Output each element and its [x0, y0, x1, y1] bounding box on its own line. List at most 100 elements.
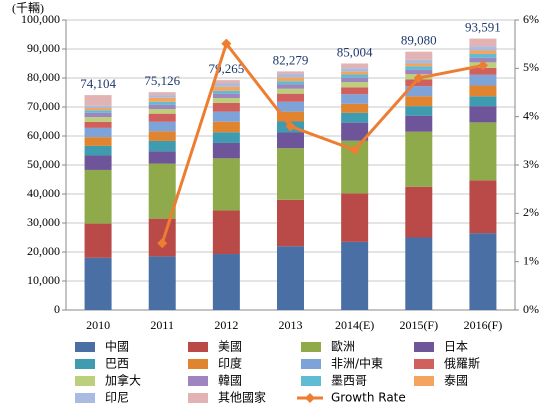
total-label: 93,591 — [465, 20, 501, 35]
bar-segment — [212, 102, 240, 112]
legend-label: 美國 — [218, 340, 242, 354]
bar-segment — [84, 257, 112, 310]
bar-segment — [84, 137, 112, 146]
y-tick-label: 60,000 — [27, 128, 60, 142]
bar-segment — [469, 50, 497, 54]
bar-segment — [341, 74, 369, 78]
legend-swatch — [414, 376, 434, 386]
bar-segment — [277, 71, 304, 74]
total-label: 85,004 — [337, 44, 373, 59]
bar-segment — [84, 110, 112, 113]
bar-segment — [212, 142, 240, 159]
bar-segment — [277, 111, 304, 122]
legend-label: 其他國家 — [218, 390, 266, 405]
legend-label: 印尼 — [105, 391, 129, 405]
legend-label: 中國 — [105, 339, 129, 354]
legend-marker — [305, 393, 315, 403]
bar-segment — [84, 117, 112, 122]
legend-label: Growth Rate — [331, 391, 406, 405]
bar-segment — [341, 94, 369, 104]
legend-label: 歐洲 — [331, 339, 355, 354]
bar-segment — [405, 51, 433, 60]
legend-swatch — [75, 376, 95, 386]
bar-segment — [148, 97, 176, 102]
legend-label: 日本 — [444, 340, 468, 354]
y2-tick-label: 5% — [523, 60, 539, 74]
growth-marker — [477, 60, 488, 71]
legend-label: 俄羅斯 — [444, 357, 480, 371]
bar-segment — [277, 101, 304, 112]
growth-marker — [221, 38, 232, 49]
bar-segment — [469, 53, 497, 58]
bar-segment — [148, 140, 176, 152]
bar-segment — [277, 84, 304, 89]
bar-segment — [469, 96, 497, 107]
x-tick-label: 2012 — [214, 318, 238, 332]
bar-segment — [84, 155, 112, 170]
bar-segment — [148, 109, 176, 114]
x-tick-label: 2011 — [150, 318, 174, 332]
bar-segment — [84, 108, 112, 111]
bar-segment — [212, 83, 240, 87]
growth-marker — [413, 73, 424, 83]
bar-segment — [469, 67, 497, 75]
bar-segment — [212, 158, 240, 211]
bar-segment — [84, 105, 112, 109]
bar-segment — [148, 92, 176, 96]
bar-segment — [212, 80, 240, 84]
bar-segment — [277, 93, 304, 102]
bar-segment — [277, 246, 304, 310]
y-tick-label: 40,000 — [27, 186, 60, 200]
bar-segment — [148, 104, 176, 110]
bar-segment — [341, 122, 369, 141]
legend-swatch — [414, 359, 434, 369]
legend-label: 韓國 — [218, 374, 242, 388]
legend-swatch — [75, 393, 95, 403]
growth-marker — [349, 145, 360, 156]
growth-marker — [285, 121, 296, 132]
bar-segment — [469, 233, 497, 310]
y2-tick-label: 1% — [523, 253, 539, 267]
y-tick-label: 20,000 — [27, 244, 60, 258]
bar-segment — [405, 69, 433, 75]
x-tick-label: 2013 — [279, 318, 303, 332]
bar-segment — [341, 87, 369, 95]
bar-segment — [84, 145, 112, 156]
bar-segment — [469, 46, 497, 51]
legend-label: 非洲/中東 — [331, 356, 383, 371]
bar-segment — [84, 121, 112, 128]
bar-segment — [405, 186, 433, 238]
bar-segment — [212, 254, 240, 310]
bar-segment — [469, 85, 497, 97]
legend-label: 加拿大 — [105, 373, 141, 388]
y-tick-label: 30,000 — [27, 215, 60, 229]
bar-segment — [341, 112, 369, 123]
bar-segment — [341, 77, 369, 83]
y2-tick-label: 6% — [523, 12, 539, 26]
bar-segment — [148, 218, 176, 257]
legend-swatch — [188, 342, 208, 352]
bar-segment — [277, 88, 304, 94]
bar-segment — [212, 121, 240, 133]
bar-segment — [277, 199, 304, 247]
legend-swatch — [75, 359, 95, 369]
y-tick-label: 0 — [54, 302, 60, 316]
y-tick-label: 90,000 — [27, 41, 60, 55]
x-tick-label: 2016(F) — [464, 318, 503, 332]
legend-label: 墨西哥 — [331, 374, 367, 388]
bar-segment — [469, 122, 497, 181]
bar-segment — [277, 77, 304, 82]
bar-segment — [405, 106, 433, 116]
total-label: 74,104 — [80, 76, 116, 91]
y-tick-label: 50,000 — [27, 157, 60, 171]
bar-segment — [469, 74, 497, 86]
y2-tick-label: 2% — [523, 205, 539, 219]
y2-tick-label: 4% — [523, 108, 539, 122]
bar-segment — [469, 38, 497, 47]
bar-segment — [341, 241, 369, 310]
x-tick-label: 2015(F) — [399, 318, 438, 332]
bar-segment — [341, 68, 369, 72]
bar-segment — [405, 86, 433, 97]
y-tick-label: 100,000 — [21, 12, 60, 26]
bar-segment — [341, 82, 369, 88]
